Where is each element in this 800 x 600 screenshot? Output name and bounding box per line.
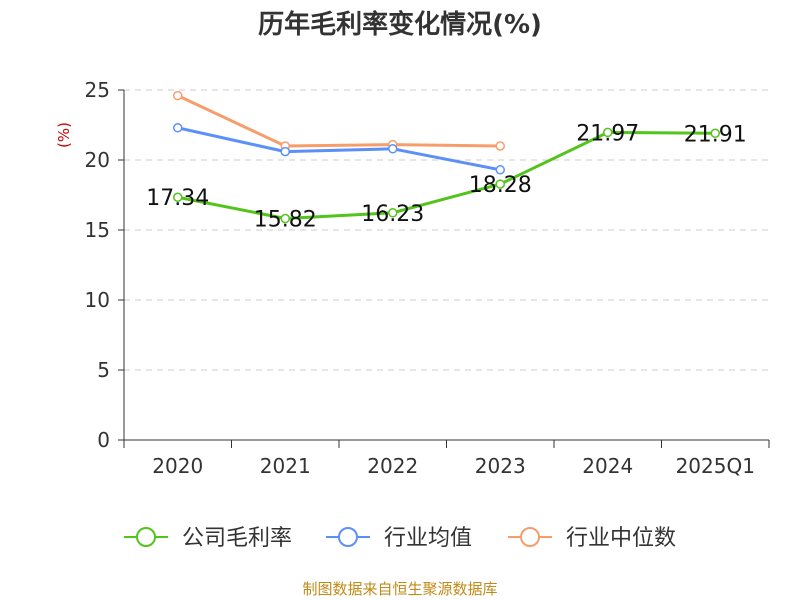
x-tick-label: 2021 <box>260 454 311 478</box>
series-line <box>177 94 501 148</box>
chart-title: 历年毛利率变化情况(%) <box>258 10 542 40</box>
data-point <box>495 141 505 151</box>
y-tick-label: 0 <box>97 428 110 452</box>
series-line <box>177 126 501 172</box>
x-tick-label: 2025Q1 <box>676 454 755 478</box>
data-point <box>495 179 505 189</box>
x-tick-label: 2020 <box>152 454 203 478</box>
legend-label: 行业均值 <box>384 526 472 551</box>
data-point <box>603 127 613 138</box>
data-point <box>280 213 290 224</box>
data-point <box>173 90 183 101</box>
data-label: 21.91 <box>684 122 747 147</box>
x-tick-label: 2024 <box>582 454 633 478</box>
data-label: 18.28 <box>469 173 532 198</box>
y-tick-label: 20 <box>85 148 110 172</box>
y-tick-label: 10 <box>85 288 110 312</box>
legend-marker <box>136 527 156 547</box>
data-point <box>710 128 720 139</box>
y-tick-label: 15 <box>85 218 110 242</box>
data-point <box>173 192 183 202</box>
data-point <box>388 144 398 154</box>
y-tick-label: 25 <box>85 78 110 102</box>
data-point <box>388 208 398 218</box>
x-tick-label: 2023 <box>475 454 526 478</box>
legend-marker <box>520 527 540 547</box>
legend-marker <box>338 527 358 547</box>
data-label: 17.34 <box>146 186 209 211</box>
series-line <box>177 130 716 221</box>
x-tick-label: 2022 <box>367 454 418 478</box>
y-tick-label: 5 <box>97 358 110 382</box>
data-label: 21.97 <box>576 121 639 146</box>
data-point <box>173 123 183 133</box>
data-source-footer: 制图数据来自恒生聚源数据库 <box>302 580 498 598</box>
legend-label: 行业中位数 <box>566 526 676 551</box>
data-point <box>495 165 505 175</box>
legend-label: 公司毛利率 <box>182 526 292 551</box>
data-label: 15.82 <box>254 208 317 233</box>
data-label: 16.23 <box>361 202 424 227</box>
data-point <box>280 146 290 157</box>
